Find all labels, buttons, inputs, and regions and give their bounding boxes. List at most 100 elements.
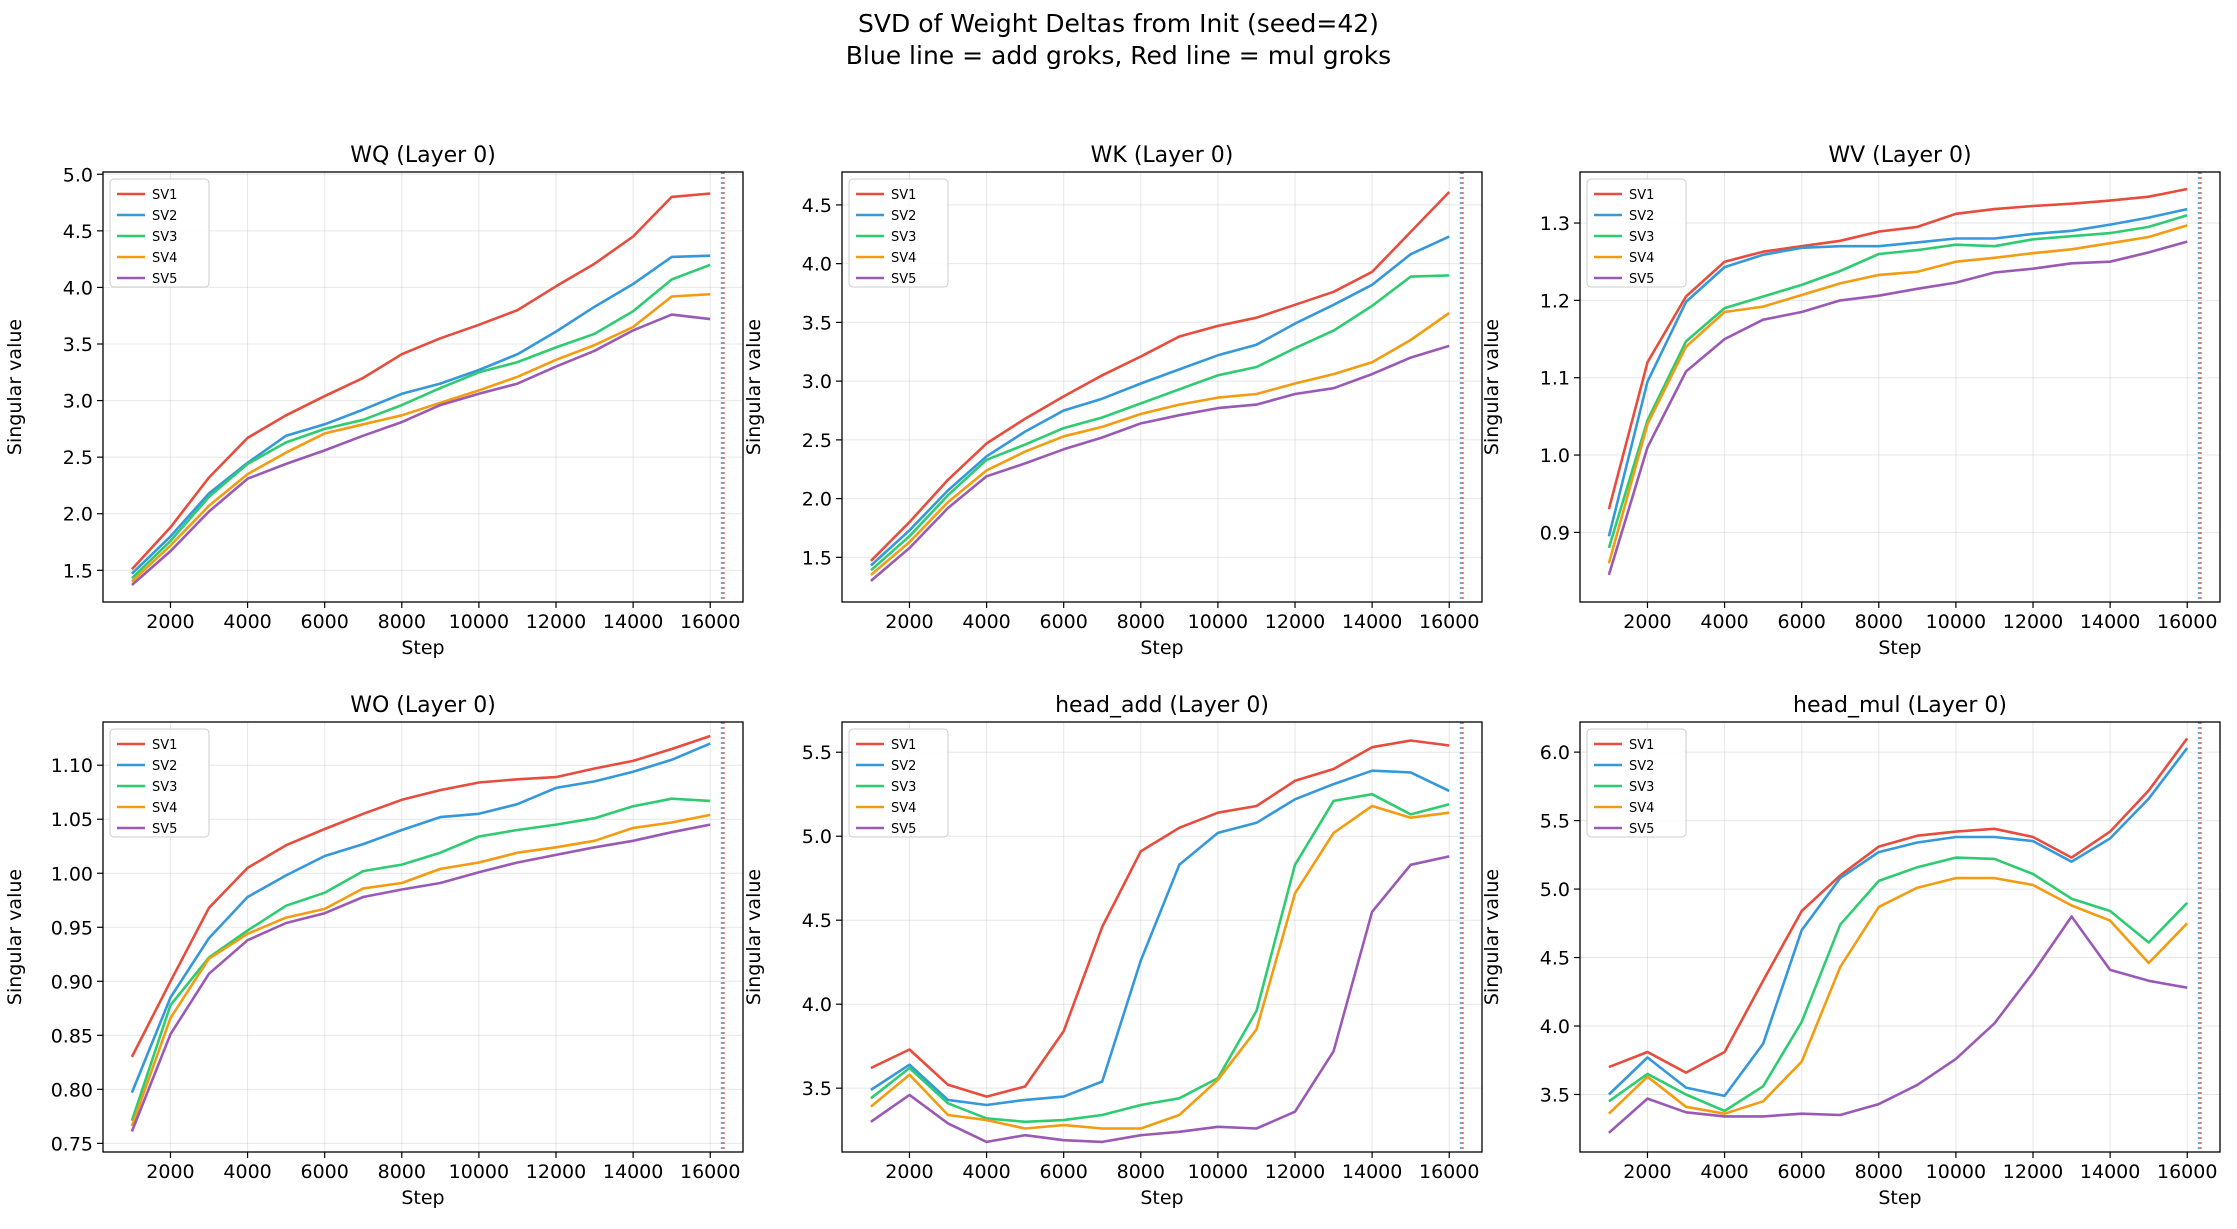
x-axis-label: Step (401, 637, 444, 659)
y-tick-label: 1.5 (802, 547, 832, 569)
x-tick-label: 12000 (1265, 611, 1325, 633)
legend: SV1 SV2 SV3 SV4 SV5 (1586, 728, 1687, 838)
y-axis-label: Singular value (743, 869, 765, 1005)
y-tick-label: 4.0 (802, 254, 832, 276)
y-tick-label: 5.5 (802, 742, 832, 764)
series-line-sv5 (1607, 240, 2188, 576)
series-line-sv2 (870, 769, 1450, 1107)
x-tick-label: 8000 (378, 1161, 426, 1183)
x-tick-label: 16000 (1419, 611, 1479, 633)
series-line-sv4 (870, 311, 1450, 576)
legend-label-sv4: SV4 (152, 251, 177, 266)
x-tick-label: 6000 (301, 1161, 349, 1183)
legend-label-sv4: SV4 (152, 801, 177, 816)
legend-label-sv4: SV4 (1629, 801, 1654, 816)
x-tick-label: 6000 (1778, 1161, 1826, 1183)
y-tick-label: 1.10 (51, 755, 93, 777)
y-tick-label: 3.5 (802, 1078, 832, 1100)
subplot-1: 2000 4000 6000 8000 10000 12000 14000 16000 1.5 2… (4, 143, 744, 659)
x-axis-label: Step (401, 1187, 444, 1209)
y-tick-label: 3.5 (1540, 1084, 1570, 1106)
series-line-sv2 (1607, 207, 2188, 537)
series-line-sv3 (130, 797, 711, 1122)
y-tick-label: 1.0 (1540, 445, 1570, 467)
y-axis-label: Singular value (4, 869, 26, 1005)
y-tick-label: 1.5 (63, 560, 93, 582)
legend: SV1 SV2 SV3 SV4 SV5 (1586, 178, 1687, 288)
y-axis-label: Singular value (743, 319, 765, 455)
x-tick-label: 16000 (680, 611, 740, 633)
y-tick-label: 0.95 (51, 917, 93, 939)
series-line-sv3 (870, 792, 1450, 1124)
y-tick-label: 4.5 (802, 195, 832, 217)
series-line-sv4 (870, 804, 1450, 1130)
legend-label-sv5: SV5 (891, 822, 916, 837)
y-tick-label: 1.00 (51, 863, 93, 885)
y-tick-label: 3.5 (63, 334, 93, 356)
plot-frame (102, 721, 744, 1153)
y-tick-label: 0.80 (51, 1079, 93, 1101)
plot-frame (1579, 171, 2221, 603)
x-axis-label: Step (1140, 1187, 1183, 1209)
subplot-4: 2000 4000 6000 8000 10000 12000 14000 16000 0.75… (4, 693, 744, 1209)
y-tick-label: 1.2 (1540, 290, 1570, 312)
subplot-5: 2000 4000 6000 8000 10000 12000 14000 16000 3.5 4… (743, 693, 1483, 1209)
x-tick-label: 6000 (1040, 1161, 1088, 1183)
x-tick-label: 4000 (223, 611, 271, 633)
series-line-sv1 (869, 191, 1451, 562)
series-line-sv4 (130, 813, 711, 1127)
y-axis-label: Singular value (4, 319, 26, 455)
y-tick-label: 5.0 (63, 164, 93, 186)
subplot-title: head_add (Layer 0) (1055, 693, 1269, 718)
legend-label-sv5: SV5 (1629, 822, 1654, 837)
y-tick-label: 1.05 (51, 809, 93, 831)
series-line-sv3 (870, 274, 1450, 572)
y-tick-label: 0.9 (1540, 522, 1570, 544)
legend-label-sv1: SV1 (152, 188, 177, 203)
y-axis-label: Singular value (1481, 319, 1503, 455)
legend-label-sv2: SV2 (152, 209, 177, 224)
plot-frame (102, 171, 744, 603)
subplot-title: WK (Layer 0) (1091, 143, 1234, 168)
legend-box (109, 728, 210, 838)
series-line-sv5 (1608, 915, 2188, 1134)
figure-title: SVD of Weight Deltas from Init (seed=42)… (0, 8, 2237, 72)
y-tick-label: 2.0 (63, 504, 93, 526)
x-tick-label: 8000 (1117, 1161, 1165, 1183)
subplot-2: 2000 4000 6000 8000 10000 12000 14000 16000 1.5 2… (743, 143, 1483, 659)
x-tick-label: 4000 (962, 1161, 1010, 1183)
legend-label-sv5: SV5 (891, 272, 916, 287)
y-tick-label: 2.0 (802, 489, 832, 511)
y-axis-label: Singular value (1481, 869, 1503, 1005)
y-tick-label: 3.5 (802, 312, 832, 334)
x-tick-label: 12000 (1265, 1161, 1325, 1183)
series-line-sv2 (1608, 747, 2189, 1098)
x-axis-label: Step (1878, 637, 1921, 659)
y-tick-label: 2.5 (63, 447, 93, 469)
x-tick-label: 10000 (449, 611, 509, 633)
x-tick-label: 8000 (1855, 1161, 1903, 1183)
legend: SV1 SV2 SV3 SV4 SV5 (848, 178, 949, 288)
figure-title-line1: SVD of Weight Deltas from Init (seed=42) (858, 9, 1379, 38)
legend: SV1 SV2 SV3 SV4 SV5 (109, 178, 210, 288)
x-tick-label: 14000 (1342, 611, 1402, 633)
legend-label-sv5: SV5 (152, 272, 177, 287)
x-tick-label: 2000 (885, 611, 933, 633)
legend-label-sv3: SV3 (891, 780, 916, 795)
legend: SV1 SV2 SV3 SV4 SV5 (848, 728, 949, 838)
x-tick-label: 2000 (885, 1161, 933, 1183)
x-tick-label: 2000 (146, 1161, 194, 1183)
y-tick-label: 1.1 (1540, 368, 1570, 390)
series-line-sv2 (130, 742, 711, 1094)
y-tick-label: 3.0 (63, 391, 93, 413)
series-line-sv4 (131, 292, 711, 583)
y-tick-label: 0.90 (51, 971, 93, 993)
x-tick-label: 14000 (1342, 1161, 1402, 1183)
x-tick-label: 12000 (526, 611, 586, 633)
series-line-sv3 (1608, 856, 2189, 1113)
subplot-title: WQ (Layer 0) (350, 143, 496, 168)
legend-label-sv3: SV3 (152, 230, 177, 245)
legend-label-sv5: SV5 (1629, 272, 1654, 287)
series-line-sv5 (130, 823, 711, 1132)
